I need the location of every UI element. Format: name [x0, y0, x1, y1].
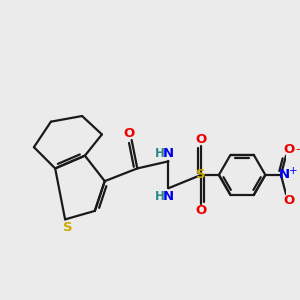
Text: N: N — [279, 168, 290, 182]
Text: H: H — [154, 147, 164, 160]
Text: S: S — [196, 168, 206, 182]
Text: -: - — [296, 143, 300, 156]
Text: O: O — [195, 133, 207, 146]
Text: O: O — [124, 128, 135, 140]
Text: +: + — [289, 166, 297, 176]
Text: O: O — [283, 143, 295, 156]
Text: N: N — [163, 190, 174, 203]
Text: O: O — [283, 194, 295, 207]
Text: S: S — [62, 220, 72, 233]
Text: N: N — [163, 147, 174, 160]
Text: H: H — [154, 190, 164, 203]
Text: O: O — [195, 203, 207, 217]
